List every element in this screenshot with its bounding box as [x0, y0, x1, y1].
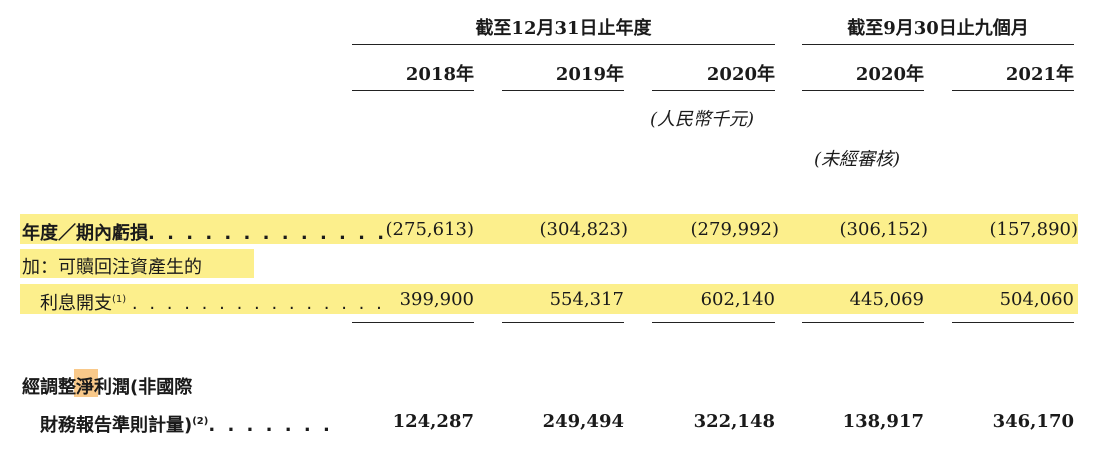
highlight-interest-row [20, 284, 1078, 314]
cell-adjusted-2021: 346,170 [992, 411, 1074, 432]
subtotal-rule-2020 [652, 322, 775, 323]
adjusted-note-ref: (2) [192, 416, 209, 427]
year-rule-2021 [952, 90, 1074, 91]
adjusted-label-dots: . . . . . . . [208, 415, 333, 436]
header-year-ended: 截至12月31日止年度 [475, 18, 652, 39]
cell-loss-2019: (304,823) [539, 219, 628, 240]
subtotal-rule-2019 [502, 322, 624, 323]
row-label-loss: 年度／期內虧損. . . . . . . . . . . . . [22, 219, 387, 245]
header-rule-group2 [802, 44, 1074, 45]
row-label-interest: 利息開支(1) . . . . . . . . . . . . . . . [40, 289, 385, 315]
interest-label-text: 利息開支 [40, 293, 112, 314]
cell-loss-2018: (275,613) [385, 219, 474, 240]
year-rule-2020-nine-months [802, 90, 924, 91]
highlight-add-label [20, 249, 254, 278]
interest-note-ref: (1) [112, 294, 127, 305]
cell-loss-2020-nine-months: (306,152) [839, 219, 928, 240]
year-header-2018: 2018年 [405, 64, 474, 85]
unit-label: (人民幣千元) [650, 109, 755, 130]
header-rule-group1 [352, 44, 775, 45]
cell-adjusted-2018: 124,287 [392, 411, 474, 432]
cell-loss-2021: (157,890) [989, 219, 1078, 240]
year-rule-2020 [652, 90, 775, 91]
subtotal-rule-2018 [352, 322, 474, 323]
header-nine-months: 截至9月30日止九個月 [847, 18, 1029, 39]
cell-interest-2020-nine-months: 445,069 [849, 289, 924, 310]
year-header-2020-nine-months: 2020年 [855, 64, 924, 85]
adjusted-line2-text: 財務報告準則計量) [40, 415, 193, 436]
row-label-add: 加：可贖回注資產生的 [22, 257, 202, 278]
row-label-adjusted-line1: 經調整淨利潤(非國際 [22, 373, 192, 399]
adjusted-label-b: 淨 [76, 377, 94, 398]
year-header-2020: 2020年 [706, 64, 775, 85]
year-header-2019: 2019年 [555, 64, 624, 85]
adjusted-label-c: 利潤(非國際 [94, 377, 193, 398]
adjusted-label-a: 經調整 [22, 377, 76, 398]
cell-adjusted-2019: 249,494 [542, 411, 624, 432]
year-rule-2018 [352, 90, 474, 91]
year-header-2021: 2021年 [1005, 64, 1074, 85]
cell-loss-2020: (279,992) [690, 219, 779, 240]
row-label-adjusted-line2: 財務報告準則計量)(2). . . . . . . [40, 411, 333, 437]
cell-interest-2018: 399,900 [399, 289, 474, 310]
subtotal-rule-2020-nine-months [802, 322, 924, 323]
unaudited-label: (未經審核) [814, 149, 901, 170]
interest-label-dots: . . . . . . . . . . . . . . . [131, 293, 385, 314]
highlight-loss-row [20, 214, 1078, 244]
subtotal-rule-2021 [952, 322, 1074, 323]
cell-interest-2021: 504,060 [999, 289, 1074, 310]
cell-interest-2019: 554,317 [549, 289, 624, 310]
loss-label-dots: . . . . . . . . . . . . . [148, 223, 388, 244]
cell-adjusted-2020: 322,148 [693, 411, 775, 432]
cell-interest-2020: 602,140 [700, 289, 775, 310]
highlight-net-char [74, 369, 98, 397]
cell-adjusted-2020-nine-months: 138,917 [842, 411, 924, 432]
year-rule-2019 [502, 90, 624, 91]
loss-label-text: 年度／期內虧損 [22, 223, 148, 244]
